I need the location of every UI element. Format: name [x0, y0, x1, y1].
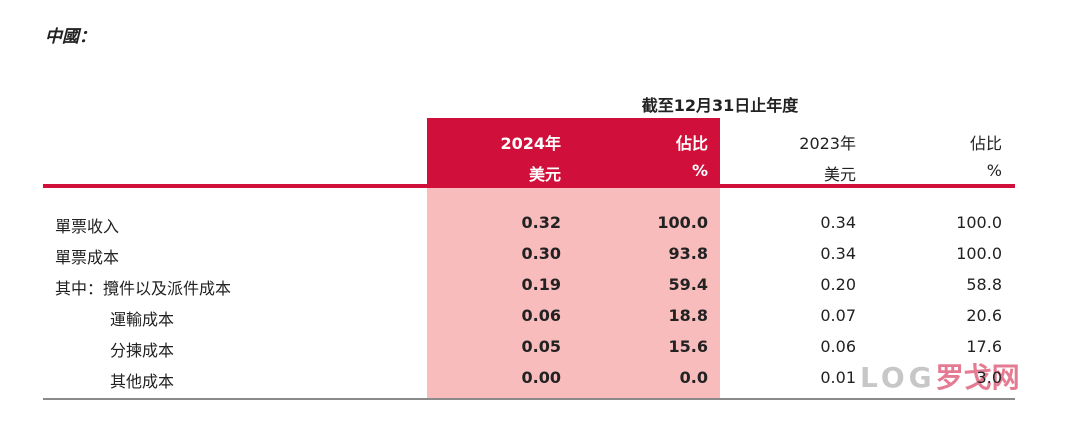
cell: 59.4 [668, 275, 708, 294]
column-header: 美元 [528, 165, 561, 184]
cell: 15.6 [668, 337, 708, 356]
watermark-logo: LOG [860, 361, 936, 394]
highlight-header [427, 118, 720, 186]
column-header: 美元 [823, 165, 856, 184]
column-header: 佔比 [675, 134, 708, 153]
column-header: 2024年 [500, 134, 561, 153]
cell: 0.32 [521, 213, 561, 232]
watermark-text: 罗戈网 [935, 361, 1020, 394]
cell: 0.19 [521, 275, 561, 294]
watermark: LOG罗戈网 [860, 356, 1020, 396]
row-label: 其他成本 [110, 372, 175, 391]
column-header: % [986, 161, 1002, 180]
cell: 17.6 [966, 337, 1002, 356]
column-header: 佔比 [969, 134, 1002, 153]
row-label: 分揀成本 [110, 341, 175, 360]
cell: 0.0 [679, 368, 708, 387]
cell: 3.0 [976, 368, 1002, 387]
cell: 18.8 [668, 306, 708, 325]
row-label: 單票成本 [55, 248, 120, 267]
cell: 0.20 [820, 275, 856, 294]
cell: 0.34 [820, 244, 856, 263]
row-label: 其中：攬件以及派件成本 [55, 279, 232, 298]
bottom-rule [43, 398, 1015, 400]
cell: 58.8 [966, 275, 1002, 294]
period-header: 截至12月31日止年度 [641, 96, 799, 115]
cell: 0.05 [521, 337, 561, 356]
column-header: % [691, 161, 708, 180]
cell: 0.06 [521, 306, 561, 325]
cell: 0.06 [820, 337, 856, 356]
cell: 0.07 [820, 306, 856, 325]
cell: 100.0 [956, 213, 1002, 232]
header-rule [43, 184, 1015, 188]
cell: 0.30 [521, 244, 561, 263]
cell: 100.0 [657, 213, 708, 232]
cell: 93.8 [668, 244, 708, 263]
cell: 20.6 [966, 306, 1002, 325]
cell: 100.0 [956, 244, 1002, 263]
row-label: 運輸成本 [110, 310, 175, 329]
highlight-body [427, 188, 720, 399]
cell: 0.01 [820, 368, 856, 387]
cell: 0.00 [521, 368, 561, 387]
column-header: 2023年 [799, 134, 856, 153]
row-label: 單票收入 [55, 217, 120, 236]
section-title: 中國： [45, 27, 96, 47]
cell: 0.34 [820, 213, 856, 232]
